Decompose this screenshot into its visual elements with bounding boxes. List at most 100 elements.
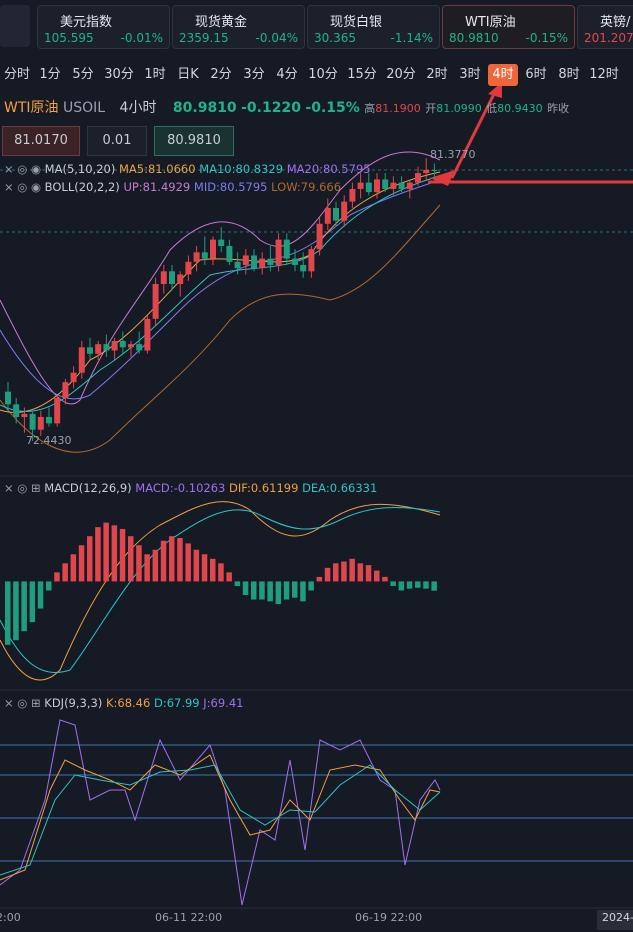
ticker[interactable]: 英镑/201.207 bbox=[577, 5, 633, 49]
buy-button[interactable]: 80.9810 bbox=[154, 126, 234, 156]
macd-bar bbox=[160, 540, 167, 582]
macd-bar bbox=[177, 538, 183, 582]
candle-body bbox=[62, 382, 69, 399]
candle-body bbox=[201, 252, 208, 259]
indicator-label: BOLL(20,2,2) bbox=[44, 180, 120, 194]
candle-body bbox=[292, 258, 298, 265]
timeframe-tab[interactable]: 4分 bbox=[276, 67, 298, 82]
candle-body bbox=[218, 239, 225, 246]
timeframe-tab[interactable]: 3时 bbox=[459, 67, 481, 82]
timeframe-tab[interactable]: 15分 bbox=[347, 67, 377, 82]
candle-body bbox=[251, 255, 257, 269]
period-select[interactable]: 4小时 bbox=[119, 100, 157, 116]
ticker[interactable]: 现货白银 30.365 -1.14% bbox=[307, 5, 440, 49]
candle-body bbox=[234, 261, 241, 269]
candle-body bbox=[144, 318, 151, 351]
candle-body bbox=[308, 249, 315, 272]
candle-body bbox=[152, 283, 159, 319]
candle-body bbox=[210, 239, 216, 259]
candle-body bbox=[300, 264, 307, 272]
instrument-name: WTI原油 bbox=[4, 100, 59, 116]
macd-bar bbox=[210, 558, 216, 582]
timeframe-tab[interactable]: 分时 bbox=[3, 67, 30, 82]
price-low-label: 72.4430 bbox=[26, 434, 72, 447]
time-badge bbox=[597, 910, 633, 930]
price-high-label: 81.3770 bbox=[430, 148, 476, 161]
sell-button[interactable]: 81.0170 bbox=[2, 126, 80, 156]
candle-body bbox=[357, 182, 364, 189]
stat-value: 81.1900 bbox=[375, 102, 421, 115]
macd-bar bbox=[193, 549, 200, 582]
instrument-code: USOIL bbox=[62, 100, 106, 116]
indicator-label: KDJ(9,3,3) bbox=[44, 696, 103, 710]
candle-body bbox=[382, 179, 389, 189]
candle-body bbox=[398, 182, 405, 189]
ticker[interactable]: 美元指数 105.595 -0.01% bbox=[37, 5, 170, 49]
macd-bar bbox=[46, 581, 52, 591]
timeframe-tab[interactable]: 5分 bbox=[72, 67, 94, 82]
ticker[interactable]: 现货黄金 2359.15 -0.04% bbox=[172, 5, 305, 49]
stat-label: 高 bbox=[364, 102, 376, 115]
macd-bar bbox=[119, 528, 126, 582]
candle-body bbox=[226, 245, 233, 262]
boll-legend: ⨯ ◎ ◉ BOLL(20,2,2) UP:81.4929 MID:80.579… bbox=[4, 180, 342, 194]
candle-body bbox=[349, 188, 356, 202]
timeframe-tab[interactable]: 30分 bbox=[104, 67, 134, 82]
ticker-price: 201.207 bbox=[584, 31, 633, 45]
ticker-name: 现货白银 bbox=[330, 15, 383, 30]
candle-body bbox=[177, 274, 184, 284]
candle-body bbox=[341, 201, 348, 221]
time-label: 06-19 22:00 bbox=[355, 911, 422, 924]
macd-bar bbox=[169, 536, 175, 582]
macd-bar bbox=[70, 554, 77, 582]
timeframe-tab[interactable]: 6时 bbox=[525, 67, 547, 82]
candle-body bbox=[119, 340, 126, 348]
macd-bar bbox=[62, 563, 68, 582]
macd-bar bbox=[218, 563, 224, 582]
ticker[interactable]: WTI原油 80.9810 -0.15% bbox=[442, 5, 575, 49]
timeframe-tab[interactable]: 4时 bbox=[488, 64, 518, 86]
ticker-change: -0.01% bbox=[120, 31, 163, 45]
candle-body bbox=[423, 169, 430, 174]
candle-body bbox=[275, 239, 282, 265]
timeframe-tab[interactable]: 8时 bbox=[558, 67, 580, 82]
timeframe-tab[interactable]: 12时 bbox=[589, 67, 619, 82]
macd-bar bbox=[242, 581, 249, 595]
kdj-j bbox=[0, 719, 441, 906]
time-label: 06-11 22:00 bbox=[155, 911, 222, 924]
timeframe-tab[interactable]: 2分 bbox=[210, 67, 232, 82]
menu-button[interactable] bbox=[0, 5, 30, 47]
ma5 bbox=[0, 171, 441, 414]
indicator-value: MID:80.5795 bbox=[193, 180, 268, 194]
candle-body bbox=[259, 258, 266, 269]
macd-bar bbox=[415, 581, 421, 588]
timeframe-tab[interactable]: 1分 bbox=[39, 67, 61, 82]
dea-line bbox=[0, 507, 441, 674]
timeframe-tab[interactable]: 日K bbox=[177, 67, 199, 82]
indicator-value: MA20:80.5795 bbox=[286, 162, 371, 176]
candle-body bbox=[316, 223, 323, 250]
candle-body bbox=[333, 207, 339, 221]
macd-bar bbox=[365, 565, 372, 582]
macd-bar bbox=[398, 581, 405, 591]
timeframe-tab[interactable]: 1时 bbox=[144, 67, 166, 82]
macd-bar bbox=[308, 581, 314, 591]
ticker-name: WTI原油 bbox=[465, 15, 516, 30]
candle-body bbox=[431, 169, 438, 171]
candle-body bbox=[136, 344, 143, 351]
timeframe-tab[interactable]: 2时 bbox=[426, 67, 448, 82]
macd-bar bbox=[406, 581, 413, 589]
timeframe-tab[interactable]: 3分 bbox=[243, 67, 265, 82]
ticker-name: 现货黄金 bbox=[195, 15, 248, 30]
macd-bar bbox=[21, 581, 27, 632]
instrument-header: WTI原油 USOIL 4小时 80.9810 -0.1220 -0.15% 高… bbox=[4, 97, 569, 117]
timeframe-tab[interactable]: 20分 bbox=[386, 67, 416, 82]
timeframe-tab[interactable]: 10分 bbox=[308, 67, 338, 82]
indicator-value: K:68.46 bbox=[105, 696, 151, 710]
macd-bar bbox=[390, 581, 396, 586]
macd-bar bbox=[136, 545, 142, 582]
lot-input[interactable]: 0.01 bbox=[87, 126, 147, 156]
macd-legend: ⨯ ◎ ⊞ MACD(12,26,9) MACD:-0.10263 DIF:0.… bbox=[4, 481, 378, 495]
ticker-name: 英镑/ bbox=[600, 15, 631, 30]
